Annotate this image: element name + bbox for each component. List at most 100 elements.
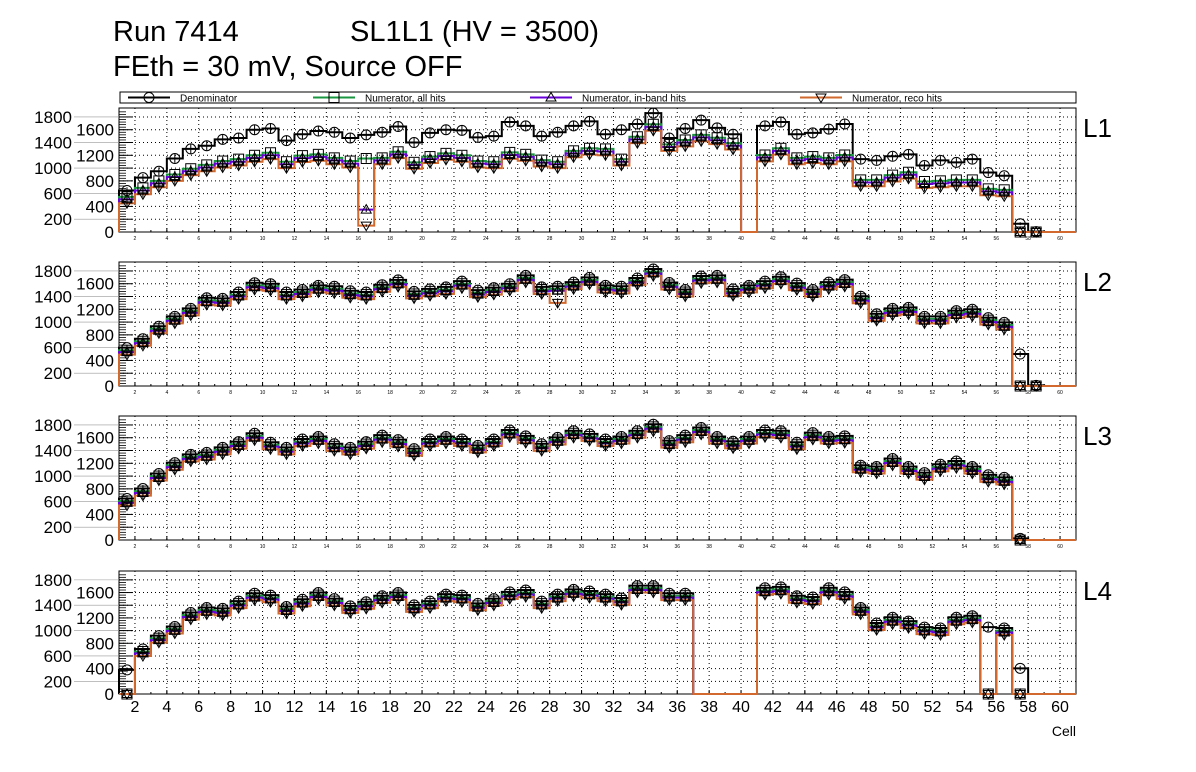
y-tick-label: 600 <box>44 493 72 512</box>
x-tick-label: 30 <box>579 544 585 550</box>
x-tick-label: 6 <box>197 544 200 550</box>
data-point-reco <box>663 146 676 157</box>
data-point-reco <box>902 624 915 635</box>
data-point-reco <box>153 638 165 649</box>
data-point-reco <box>280 295 293 306</box>
data-point-reco <box>822 439 835 450</box>
y-tick-label: 1000 <box>34 467 72 486</box>
data-point-den <box>584 115 596 127</box>
data-point-den <box>855 153 867 165</box>
data-point-reco <box>137 190 149 201</box>
data-point-den <box>1014 662 1026 674</box>
data-point-reco <box>567 153 580 164</box>
data-point-reco <box>806 435 819 446</box>
y-tick-label: 0 <box>105 685 114 704</box>
x-tick-label: 56 <box>993 236 999 242</box>
data-point-reco <box>280 164 293 175</box>
data-point-den <box>871 154 883 166</box>
x-tick-label: 26 <box>515 544 521 550</box>
x-tick-label: 8 <box>226 699 235 716</box>
data-point-reco <box>759 590 771 601</box>
data-point-reco <box>918 319 931 330</box>
x-tick-label: 42 <box>770 236 776 242</box>
x-tick-label: 10 <box>254 699 272 716</box>
data-point-reco <box>472 293 484 304</box>
data-point-reco <box>695 137 708 148</box>
data-point-reco <box>360 221 373 232</box>
data-point-reco <box>695 430 708 441</box>
y-tick-label: 400 <box>86 660 114 679</box>
data-point-den <box>296 128 308 140</box>
x-tick-label: 16 <box>355 544 361 550</box>
x-tick-label: 34 <box>643 236 649 242</box>
x-tick-label: 36 <box>674 236 680 242</box>
x-axis-label: Cell <box>1052 723 1076 739</box>
data-point-reco <box>280 450 293 461</box>
legend-label-den: Denominator <box>180 94 238 105</box>
x-tick-label: 52 <box>924 699 942 716</box>
y-tick-label: 1600 <box>76 584 114 603</box>
x-tick-label: 4 <box>165 544 168 550</box>
x-tick-label: 12 <box>286 699 304 716</box>
x-tick-label: 32 <box>611 544 617 550</box>
y-tick-label: 200 <box>44 518 72 537</box>
x-tick-label: 14 <box>324 544 330 550</box>
data-point-reco <box>886 311 899 322</box>
legend-marker-inband <box>545 91 557 102</box>
data-point-reco <box>360 604 373 615</box>
data-point-reco <box>200 610 213 621</box>
data-point-reco <box>950 464 963 475</box>
data-point-reco <box>360 444 373 455</box>
x-tick-label: 44 <box>802 236 808 242</box>
x-tick-label: 38 <box>706 390 712 396</box>
data-point-reco <box>376 598 389 609</box>
data-point-reco <box>232 604 245 615</box>
data-point-den <box>839 118 851 130</box>
data-point-reco <box>1014 228 1027 238</box>
x-tick-label: 40 <box>738 236 744 242</box>
data-point-reco <box>440 289 452 300</box>
data-point-den <box>185 143 197 155</box>
data-point-reco <box>966 182 979 193</box>
y-tick-label: 600 <box>44 339 72 358</box>
data-point-reco <box>599 442 612 453</box>
legend-entry-all: Numerator, all hits <box>313 92 446 105</box>
data-point-reco <box>711 278 723 289</box>
data-point-den <box>360 129 372 141</box>
data-point-reco <box>280 609 293 620</box>
legend-marker-all <box>328 92 340 103</box>
data-point-inband <box>1014 688 1027 698</box>
data-point-reco <box>822 590 835 601</box>
data-point-reco <box>775 589 787 600</box>
data-point-reco <box>296 158 309 168</box>
data-point-reco <box>232 295 245 306</box>
data-point-reco <box>232 161 245 172</box>
x-tick-label: 22 <box>451 236 457 242</box>
data-point-reco <box>870 316 883 327</box>
data-point-reco <box>137 491 149 502</box>
data-point-reco <box>902 469 915 480</box>
data-point-reco <box>870 182 883 193</box>
y-tick-label: 400 <box>86 505 114 524</box>
legend-entry-den: Denominator <box>128 92 238 105</box>
data-point-reco <box>153 329 165 340</box>
data-point-reco <box>727 444 739 455</box>
data-point-reco <box>567 592 580 603</box>
data-point-reco <box>456 284 468 295</box>
data-point-reco <box>854 182 867 193</box>
data-point-reco <box>998 325 1011 336</box>
data-point-reco <box>296 442 309 453</box>
x-tick-label: 30 <box>573 699 591 716</box>
data-point-reco <box>934 467 947 478</box>
y-tick-label: 1600 <box>76 275 114 294</box>
data-point-den <box>918 160 930 172</box>
x-tick-label: 36 <box>674 390 680 396</box>
x-tick-label: 12 <box>292 390 298 396</box>
data-point-reco <box>440 439 452 450</box>
data-point-reco <box>854 610 867 621</box>
x-tick-label: 28 <box>541 699 559 716</box>
x-tick-label: 52 <box>930 236 936 242</box>
